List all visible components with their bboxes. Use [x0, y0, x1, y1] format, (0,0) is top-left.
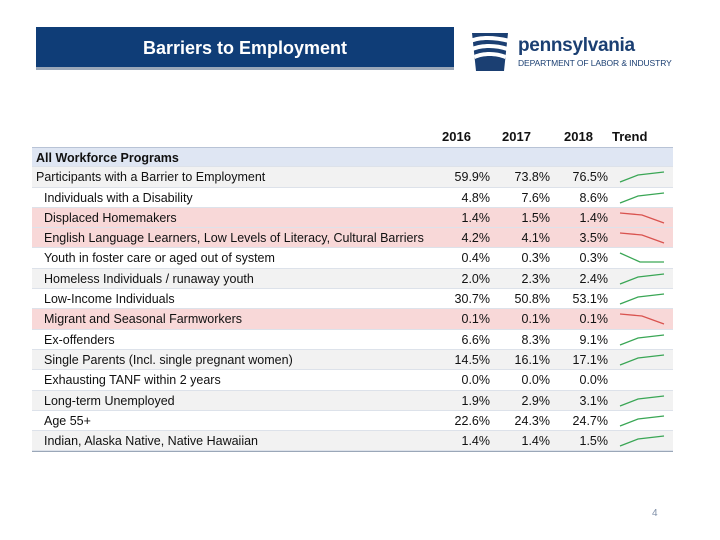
cell-2017: 1.5%: [521, 210, 551, 225]
trend-sparkline: [619, 394, 665, 407]
title-bar: Barriers to Employment: [36, 27, 454, 70]
row-label: Migrant and Seasonal Farmworkers: [44, 312, 242, 327]
row-label: Participants with a Barrier to Employmen…: [36, 170, 266, 185]
cell-2018: 9.1%: [579, 332, 609, 347]
trend-sparkline: [619, 415, 665, 427]
table-row: Indian, Alaska Native, Native Hawaiian 1.…: [32, 431, 673, 452]
cell-2018: 1.5%: [579, 434, 609, 449]
cell-2017: 73.8%: [514, 170, 550, 185]
cell-2017: 2.9%: [521, 393, 551, 408]
section-label: All Workforce Programs: [36, 151, 179, 165]
row-label: Long-term Unemployed: [44, 393, 175, 408]
cell-2016: 2.0%: [461, 271, 491, 286]
cell-2018: 1.4%: [579, 210, 609, 225]
cell-2016: 0.0%: [461, 373, 491, 388]
table-row: Individuals with a Disability 4.8% 7.6% 8.6…: [32, 188, 673, 208]
col-trend: Trend: [612, 129, 648, 144]
cell-2018: 0.3%: [579, 251, 609, 266]
row-label: Single Parents (Incl. single pregnant wo…: [44, 352, 293, 367]
trend-sparkline: [619, 354, 665, 366]
cell-2018: 17.1%: [572, 352, 608, 367]
table-row: Migrant and Seasonal Farmworkers 0.1% 0.1%…: [32, 309, 673, 330]
cell-2016: 1.9%: [461, 393, 491, 408]
table-row: Low-Income Individuals 30.7% 50.8% 53.1%: [32, 289, 673, 310]
trend-sparkline: [619, 435, 665, 447]
row-label: Exhausting TANF within 2 years: [44, 373, 221, 388]
col-2017: 2017: [502, 129, 531, 144]
cell-2016: 4.8%: [461, 190, 491, 205]
cell-2018: 8.6%: [579, 190, 609, 205]
trend-sparkline: [619, 171, 665, 183]
cell-2017: 0.0%: [521, 373, 551, 388]
cell-2016: 0.1%: [461, 312, 491, 327]
table-body: Participants with a Barrier to Employmen…: [32, 167, 673, 453]
cell-2017: 8.3%: [521, 332, 551, 347]
cell-2016: 59.9%: [454, 170, 490, 185]
cell-2018: 0.1%: [579, 312, 609, 327]
page-title: Barriers to Employment: [142, 38, 348, 58]
cell-2018: 0.0%: [579, 373, 609, 388]
cell-2017: 50.8%: [514, 292, 550, 307]
table-row: Participants with a Barrier to Employmen…: [32, 167, 673, 188]
row-label: Low-Income Individuals: [44, 292, 175, 307]
trend-sparkline: [619, 252, 664, 264]
cell-2016: 6.6%: [461, 332, 491, 347]
row-label: Homeless Individuals / runaway youth: [44, 271, 254, 286]
table-header: 2016 2017 2018 Trend: [32, 127, 673, 147]
cell-2018: 3.5%: [579, 231, 609, 246]
row-label: Ex-offenders: [44, 332, 115, 347]
row-label: Individuals with a Disability: [44, 190, 193, 205]
table-row: Ex-offenders 6.6% 8.3% 9.1%: [32, 330, 673, 350]
trend-sparkline: [619, 334, 665, 346]
logo-wordmark: pennsylvania: [518, 35, 635, 56]
cell-2017: 24.3%: [514, 413, 550, 428]
section-row: All Workforce Programs: [32, 147, 673, 168]
cell-2017: 2.3%: [521, 271, 551, 286]
table-row: Long-term Unemployed 1.9% 2.9% 3.1%: [32, 390, 673, 411]
cell-2017: 16.1%: [514, 352, 550, 367]
cell-2018: 3.1%: [579, 393, 609, 408]
trend-sparkline: [619, 273, 665, 285]
cell-2018: 76.5%: [572, 170, 608, 185]
table-row: English Language Learners, Low Levels of…: [32, 228, 673, 249]
trend-sparkline: [619, 191, 665, 204]
trend-sparkline: [619, 293, 665, 305]
cell-2016: 1.4%: [461, 434, 491, 449]
row-label: Indian, Alaska Native, Native Hawaiian: [44, 434, 259, 449]
cell-2017: 0.1%: [521, 312, 551, 327]
cell-2018: 2.4%: [579, 271, 609, 286]
table-row: Age 55+ 22.6% 24.3% 24.7%: [32, 411, 673, 432]
cell-2016: 4.2%: [461, 231, 491, 246]
cell-2018: 24.7%: [572, 413, 608, 428]
trend-sparkline: [619, 232, 665, 244]
table-row: Exhausting TANF within 2 years 0.0% 0.0% 0.…: [32, 370, 673, 391]
table-row: Homeless Individuals / runaway youth 2.0%…: [32, 268, 673, 290]
keystone-icon: [470, 33, 510, 71]
col-2018: 2018: [564, 129, 593, 144]
trend-sparkline: [619, 313, 665, 325]
row-label: Youth in foster care or aged out of syst…: [44, 251, 275, 266]
cell-2018: 53.1%: [572, 292, 608, 307]
row-label: Age 55+: [44, 413, 91, 428]
row-label: English Language Learners, Low Levels of…: [44, 231, 424, 246]
logo-subtitle: DEPARTMENT OF LABOR & INDUSTRY: [518, 58, 672, 68]
cell-2016: 0.4%: [461, 251, 491, 266]
cell-2016: 30.7%: [454, 292, 490, 307]
pennsylvania-logo: pennsylvania DEPARTMENT OF LABOR & INDUS…: [468, 27, 698, 77]
table-row: Single Parents (Incl. single pregnant wo…: [32, 349, 673, 371]
cell-2017: 4.1%: [521, 231, 551, 246]
page-number: 4: [652, 508, 658, 519]
barriers-table: 2016 2017 2018 Trend All Workforce Progr…: [32, 127, 673, 453]
col-2016: 2016: [442, 129, 471, 144]
table-row: Youth in foster care or aged out of syst…: [32, 248, 673, 269]
cell-2016: 22.6%: [454, 413, 490, 428]
row-label: Displaced Homemakers: [44, 210, 177, 225]
cell-2017: 7.6%: [521, 190, 551, 205]
cell-2016: 1.4%: [461, 210, 491, 225]
cell-2017: 0.3%: [521, 251, 551, 266]
cell-2016: 14.5%: [454, 352, 490, 367]
trend-sparkline: [619, 212, 665, 224]
table-row: Displaced Homemakers 1.4% 1.5% 1.4%: [32, 207, 673, 229]
cell-2017: 1.4%: [521, 434, 551, 449]
